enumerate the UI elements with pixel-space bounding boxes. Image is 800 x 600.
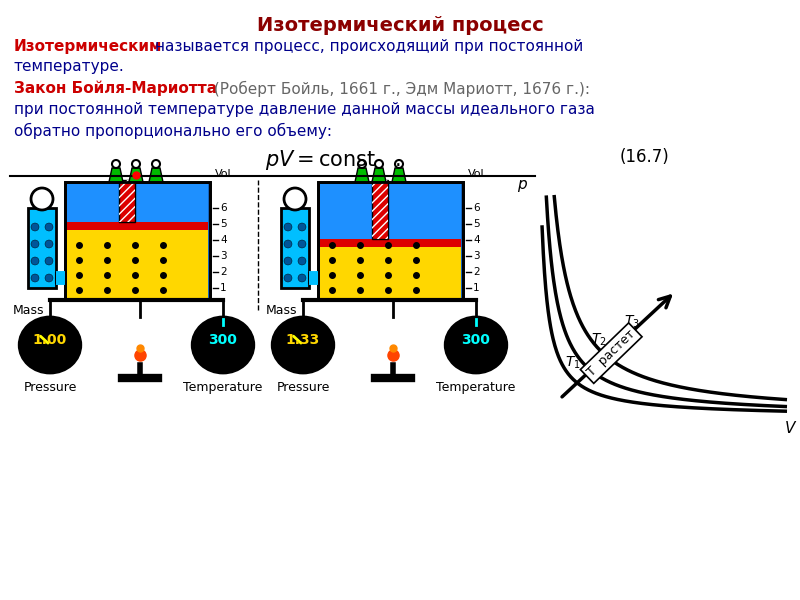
- Circle shape: [284, 274, 292, 282]
- Text: 4: 4: [220, 235, 226, 245]
- Text: Temperature: Temperature: [436, 381, 516, 394]
- Text: Mass: Mass: [13, 304, 45, 317]
- Text: Vol.: Vol.: [468, 169, 488, 179]
- Text: (Роберт Бойль, 1661 г., Эдм Мариотт, 1676 г.):: (Роберт Бойль, 1661 г., Эдм Мариотт, 167…: [209, 81, 590, 97]
- Text: 1: 1: [220, 283, 226, 293]
- Bar: [318, 182, 463, 300]
- Bar: [119, 180, 135, 222]
- Text: 300: 300: [462, 333, 490, 347]
- Text: 2: 2: [220, 267, 226, 277]
- Bar: [67, 184, 208, 222]
- Bar: [309, 273, 318, 283]
- Circle shape: [284, 240, 292, 248]
- Polygon shape: [392, 168, 406, 182]
- Ellipse shape: [272, 317, 334, 373]
- Circle shape: [284, 223, 292, 231]
- Circle shape: [45, 257, 53, 265]
- Circle shape: [31, 240, 39, 248]
- Text: V: V: [786, 421, 795, 436]
- Text: обратно пропорционально его объему:: обратно пропорционально его объему:: [14, 123, 332, 139]
- Text: Pressure: Pressure: [276, 381, 330, 394]
- Circle shape: [298, 274, 306, 282]
- Text: $T_3$: $T_3$: [624, 314, 640, 330]
- Bar: [318, 182, 463, 300]
- Polygon shape: [372, 168, 386, 182]
- Text: $pV = \mathrm{const}$   .: $pV = \mathrm{const}$ .: [265, 148, 401, 172]
- Text: 1.00: 1.00: [33, 333, 67, 347]
- Text: $T_2$: $T_2$: [590, 332, 606, 349]
- Text: Изотермическим: Изотермическим: [14, 39, 162, 54]
- Text: 3: 3: [473, 251, 480, 261]
- Text: 5: 5: [473, 219, 480, 229]
- Ellipse shape: [19, 317, 81, 373]
- Text: Temperature: Temperature: [183, 381, 262, 394]
- Circle shape: [284, 188, 306, 210]
- Text: при постоянной температуре давление данной массы идеального газа: при постоянной температуре давление данн…: [14, 102, 595, 117]
- Text: 4: 4: [473, 235, 480, 245]
- Bar: [320, 184, 461, 239]
- Text: Закон Бойля-Мариотта: Закон Бойля-Мариотта: [14, 81, 217, 97]
- Bar: [28, 208, 56, 288]
- Bar: [65, 182, 210, 300]
- Text: $T_1$: $T_1$: [565, 355, 581, 371]
- Text: 1: 1: [473, 283, 480, 293]
- Circle shape: [298, 240, 306, 248]
- Bar: [65, 182, 210, 300]
- Circle shape: [298, 257, 306, 265]
- Ellipse shape: [445, 317, 507, 373]
- Text: температуре.: температуре.: [14, 59, 125, 74]
- Circle shape: [298, 223, 306, 231]
- Bar: [320, 239, 461, 247]
- Bar: [281, 208, 309, 288]
- Circle shape: [284, 257, 292, 265]
- Text: 2: 2: [473, 267, 480, 277]
- Bar: [67, 230, 208, 298]
- Circle shape: [45, 240, 53, 248]
- Bar: [67, 222, 208, 230]
- Polygon shape: [149, 168, 163, 182]
- Text: Изотермический процесс: Изотермический процесс: [257, 16, 543, 35]
- Text: 1.33: 1.33: [286, 333, 320, 347]
- Text: p: p: [517, 177, 526, 192]
- Polygon shape: [355, 168, 369, 182]
- Text: (16.7): (16.7): [620, 148, 670, 166]
- Text: называется процесс, происходящий при постоянной: называется процесс, происходящий при пос…: [155, 39, 583, 54]
- Bar: [372, 180, 388, 239]
- Polygon shape: [109, 168, 123, 182]
- Text: Vol.: Vol.: [215, 169, 235, 179]
- Bar: [56, 273, 65, 283]
- Circle shape: [31, 188, 53, 210]
- Text: Pressure: Pressure: [23, 381, 77, 394]
- Circle shape: [31, 223, 39, 231]
- Text: 5: 5: [220, 219, 226, 229]
- Bar: [372, 180, 388, 239]
- Text: T  растет: T растет: [585, 328, 638, 379]
- Circle shape: [31, 257, 39, 265]
- Bar: [320, 247, 461, 298]
- Circle shape: [45, 274, 53, 282]
- Text: 6: 6: [473, 203, 480, 213]
- Circle shape: [45, 223, 53, 231]
- Ellipse shape: [192, 317, 254, 373]
- Text: 6: 6: [220, 203, 226, 213]
- Text: 3: 3: [220, 251, 226, 261]
- Circle shape: [31, 274, 39, 282]
- Text: 300: 300: [209, 333, 238, 347]
- Text: Mass: Mass: [266, 304, 298, 317]
- Bar: [119, 180, 135, 222]
- Polygon shape: [129, 168, 143, 182]
